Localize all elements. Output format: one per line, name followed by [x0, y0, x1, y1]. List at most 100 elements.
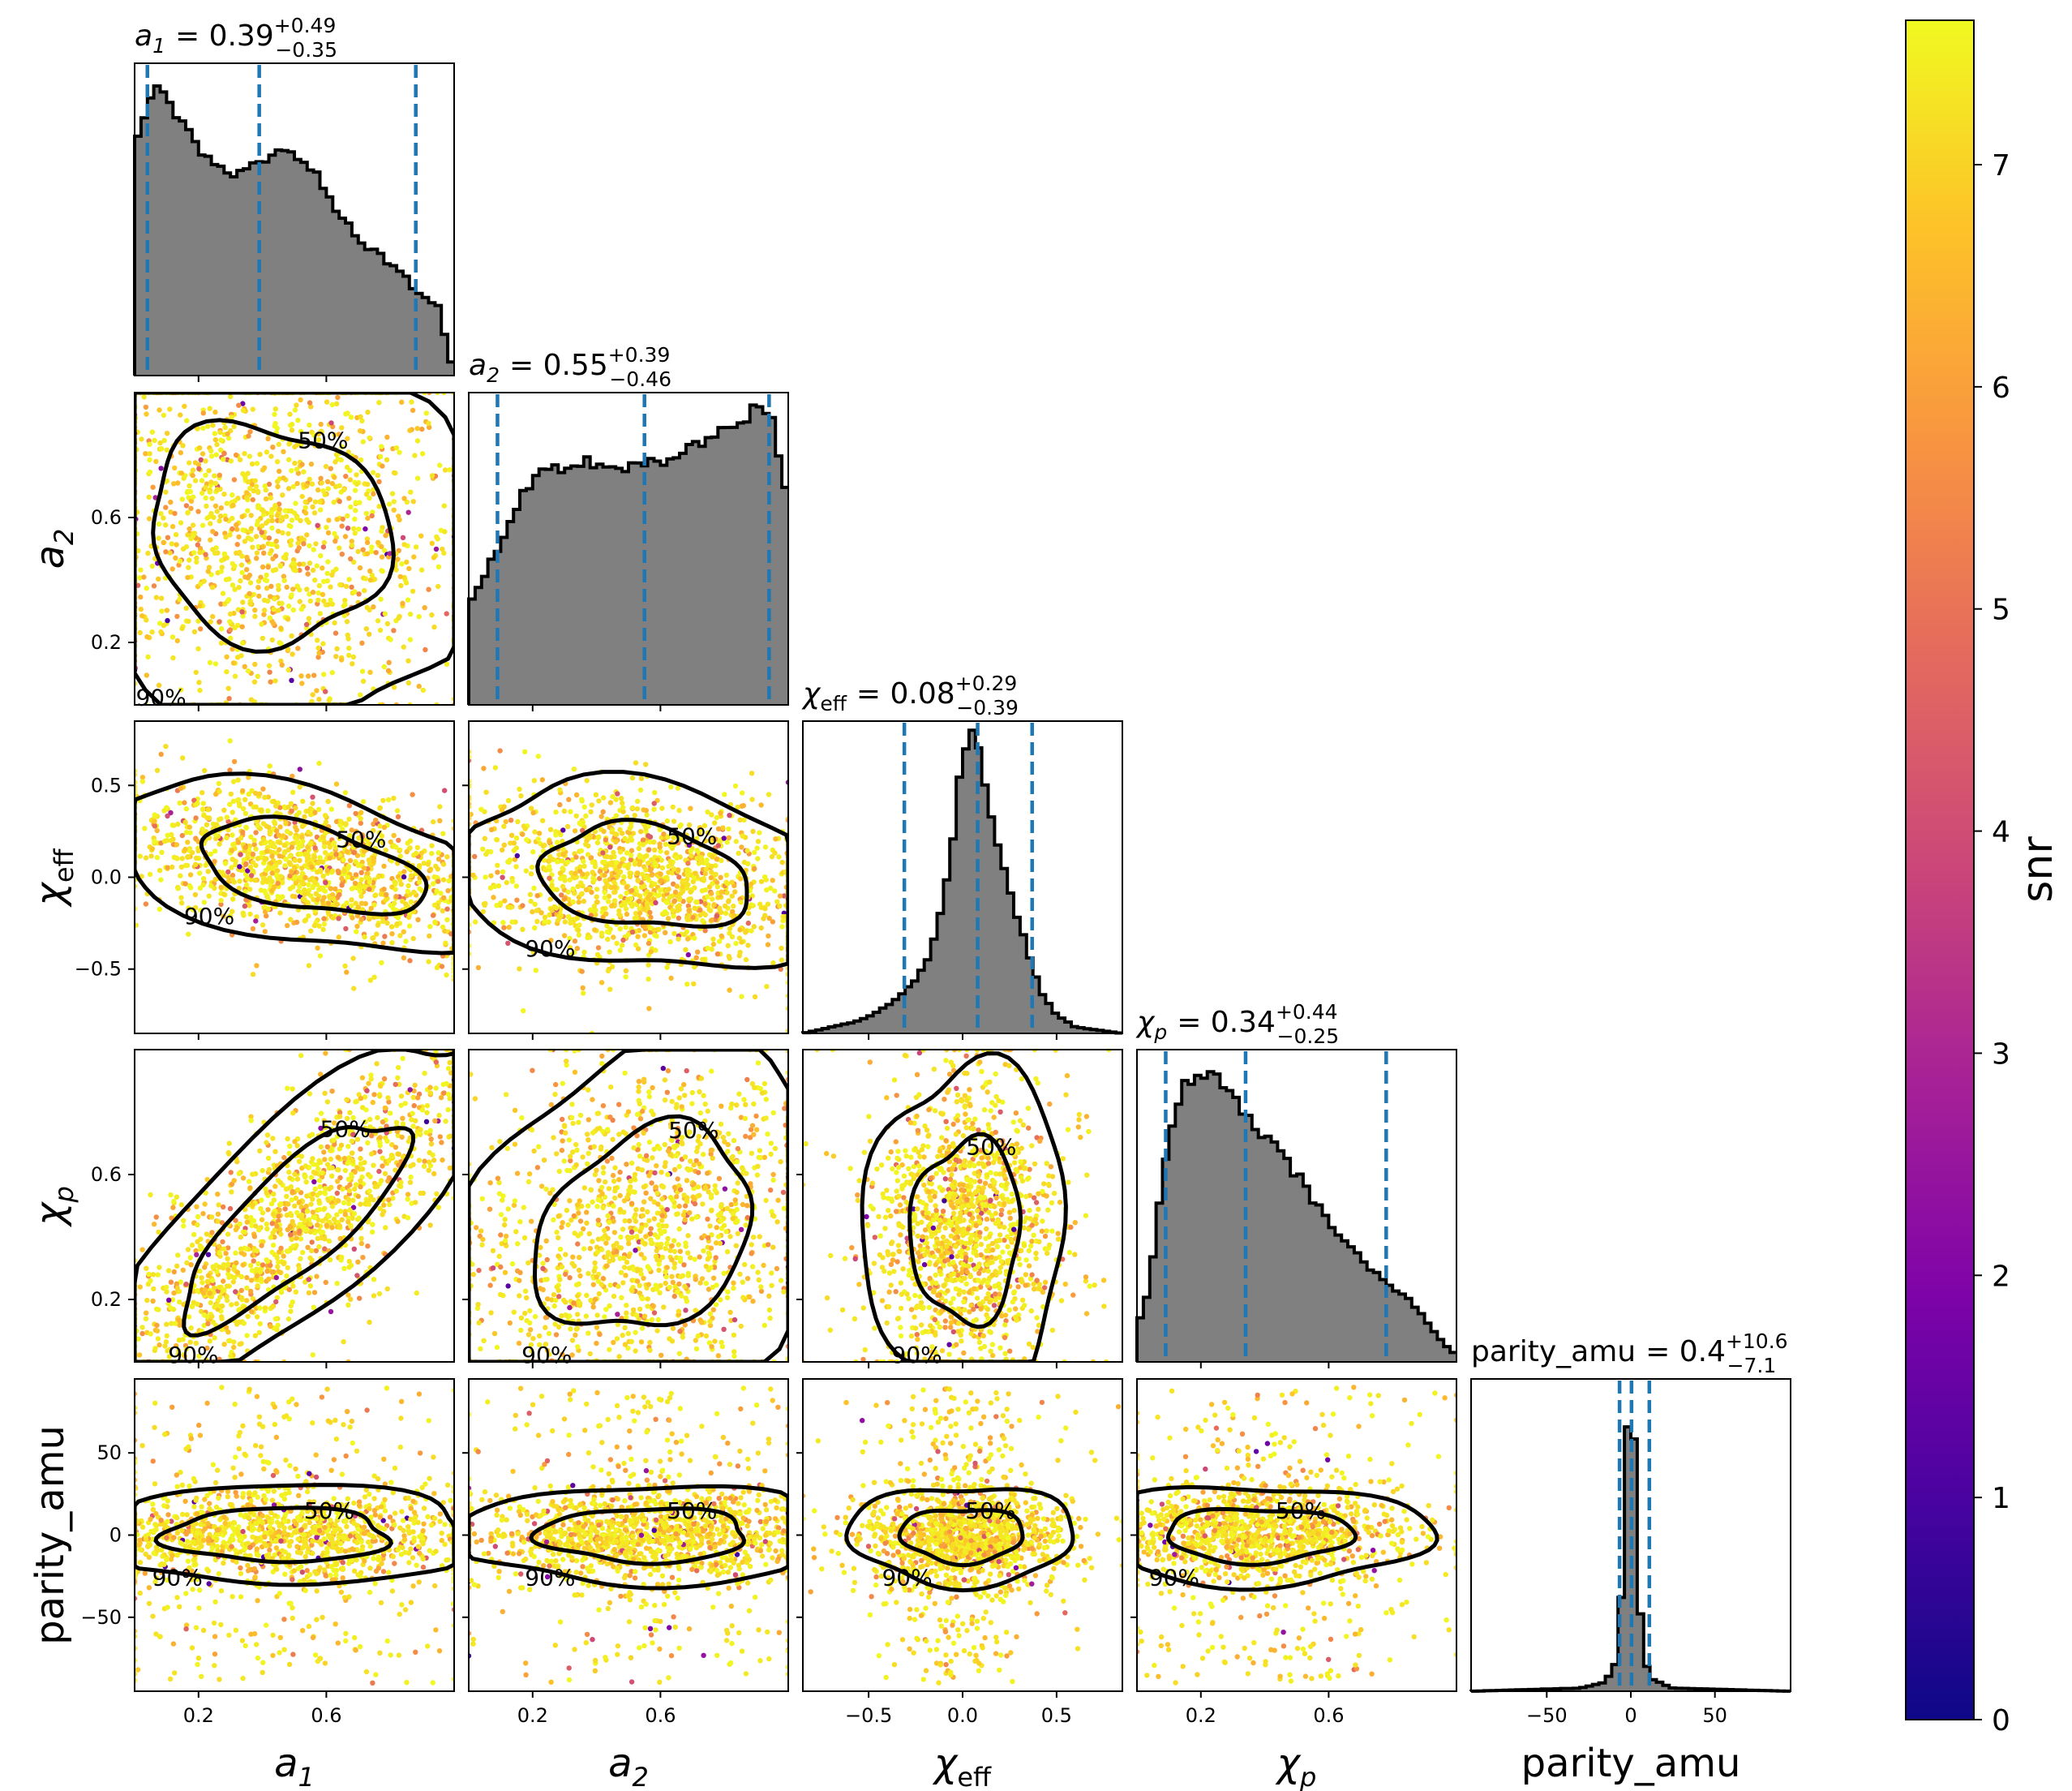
scatter-point: [508, 904, 513, 910]
scatter-point: [244, 490, 250, 496]
scatter-point: [266, 535, 272, 541]
scatter-point: [149, 563, 155, 569]
histogram-chi_eff: [801, 723, 1122, 1035]
scatter-point: [262, 794, 268, 801]
scatter-point: [391, 470, 397, 476]
scatter-point: [270, 445, 276, 450]
scatter-point: [697, 859, 703, 865]
scatter-point: [667, 858, 673, 865]
scatter-point: [500, 920, 506, 926]
scatter-point: [748, 881, 754, 887]
scatter-point: [179, 856, 185, 861]
scatter-point: [212, 661, 219, 667]
scatter-point: [278, 1231, 284, 1237]
scatter-point: [193, 1248, 199, 1254]
scatter-point: [656, 926, 662, 933]
scatter-point: [345, 1292, 351, 1298]
scatter-point: [225, 685, 231, 691]
scatter-point: [560, 852, 566, 857]
scatter-point: [375, 922, 381, 928]
scatter-point: [364, 536, 371, 542]
scatter-point: [200, 1211, 206, 1217]
scatter-point: [302, 874, 308, 881]
scatter-point: [513, 864, 519, 870]
scatter-point: [394, 921, 400, 927]
scatter-point: [161, 437, 167, 444]
scatter-point: [386, 501, 393, 507]
scatter-point: [635, 798, 641, 804]
scatter-point: [504, 879, 509, 886]
scatter-point: [334, 1133, 341, 1140]
scatter-point: [593, 907, 598, 913]
scatter-point: [285, 603, 292, 609]
scatter-point: [250, 544, 255, 550]
scatter-point: [144, 411, 149, 417]
scatter-point: [649, 872, 655, 878]
scatter-point: [325, 486, 331, 492]
scatter-point: [644, 812, 650, 818]
scatter-point: [212, 480, 219, 487]
scatter-point: [397, 449, 402, 455]
scatter-point: [401, 869, 407, 874]
scatter-point: [250, 851, 256, 857]
scatter-point: [359, 1166, 366, 1172]
scatter-point: [195, 509, 201, 514]
scatter-point: [215, 1211, 221, 1218]
scatter-point: [491, 883, 498, 890]
histogram-fill: [135, 86, 454, 376]
scatter-point: [705, 809, 710, 815]
scatter-point: [227, 767, 233, 773]
scatter-point: [583, 813, 589, 819]
scatter-point: [235, 840, 242, 845]
scatter-point: [635, 946, 641, 951]
scatter-point: [315, 522, 320, 528]
scatter-point: [219, 565, 225, 570]
scatter-point: [211, 514, 217, 520]
scatter-point: [382, 1105, 388, 1111]
scatter-point: [162, 1343, 168, 1349]
scatter-point: [362, 848, 367, 854]
scatter-point: [369, 1151, 375, 1157]
scatter-point: [232, 563, 238, 569]
scatter-point: [269, 518, 275, 524]
scatter-point: [483, 874, 488, 880]
scatter-point: [212, 831, 219, 838]
scatter-point: [271, 1197, 277, 1203]
scatter-point: [614, 940, 620, 947]
scatter-point: [223, 1251, 229, 1256]
scatter-point: [363, 874, 369, 881]
scatter-point: [336, 870, 341, 876]
scatter-point: [606, 899, 611, 904]
scatter-point: [358, 917, 364, 922]
scatter-point: [647, 891, 653, 897]
scatter-point: [163, 489, 169, 495]
scatter-point: [391, 507, 397, 513]
scatter-point: [298, 535, 304, 541]
scatter-point: [379, 543, 384, 550]
scatter-point: [547, 896, 553, 902]
scatter-point: [367, 879, 372, 885]
scatter-point: [302, 887, 307, 893]
scatter-point: [404, 848, 410, 855]
scatter-point: [305, 844, 311, 850]
scatter-point: [358, 1161, 364, 1167]
scatter-point: [289, 422, 295, 427]
scatter-point: [575, 883, 581, 890]
scatter-point: [240, 599, 246, 605]
scatter-point: [481, 766, 487, 771]
scatter-point: [332, 432, 337, 438]
scatter-point: [573, 792, 580, 798]
scatter-point: [285, 922, 290, 929]
scatter-point: [218, 505, 224, 511]
scatter-point: [267, 615, 272, 621]
scatter-point: [240, 527, 246, 533]
scatter-point: [264, 878, 270, 885]
scatter-point: [210, 529, 216, 535]
scatter-point: [260, 635, 266, 642]
contour-50: [199, 814, 429, 917]
scatter-point: [172, 465, 178, 471]
scatter-point: [394, 808, 401, 814]
scatter-point: [165, 832, 170, 839]
scatter-point: [535, 754, 541, 759]
